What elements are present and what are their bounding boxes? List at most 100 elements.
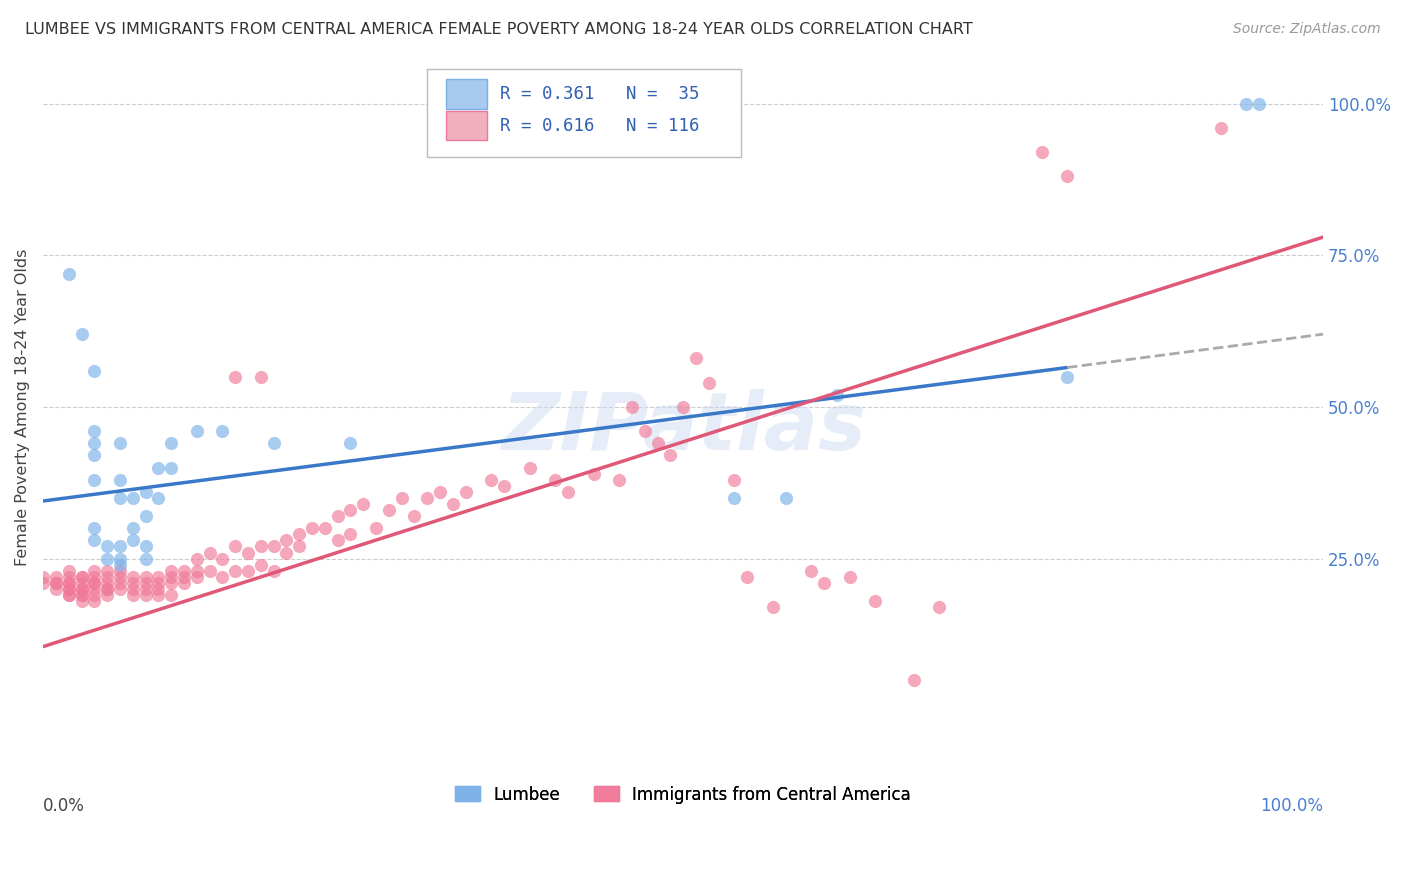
Point xyxy=(160,570,183,584)
Point xyxy=(391,491,413,505)
Point xyxy=(825,388,848,402)
Point xyxy=(83,570,105,584)
Point xyxy=(148,460,170,475)
Point xyxy=(326,509,349,524)
Point xyxy=(1234,96,1257,111)
Point xyxy=(58,575,80,590)
Point xyxy=(249,369,271,384)
FancyBboxPatch shape xyxy=(446,111,488,140)
Point xyxy=(70,582,93,596)
Point xyxy=(96,582,118,596)
Point xyxy=(544,473,567,487)
Point xyxy=(301,521,323,535)
Point xyxy=(108,551,131,566)
Point xyxy=(83,449,105,463)
Point xyxy=(83,363,105,377)
Point xyxy=(108,564,131,578)
Text: LUMBEE VS IMMIGRANTS FROM CENTRAL AMERICA FEMALE POVERTY AMONG 18-24 YEAR OLDS C: LUMBEE VS IMMIGRANTS FROM CENTRAL AMERIC… xyxy=(25,22,973,37)
Legend: Lumbee, Immigrants from Central America: Lumbee, Immigrants from Central America xyxy=(449,779,918,810)
Point xyxy=(121,491,143,505)
Point xyxy=(160,588,183,602)
Point xyxy=(224,540,246,554)
Point xyxy=(135,575,157,590)
Text: R = 0.616   N = 116: R = 0.616 N = 116 xyxy=(501,117,700,135)
Point xyxy=(173,564,195,578)
Point xyxy=(83,436,105,450)
Point xyxy=(288,527,311,541)
Point xyxy=(1056,369,1078,384)
Point xyxy=(276,545,298,559)
Point xyxy=(582,467,605,481)
Point xyxy=(148,588,170,602)
Point xyxy=(557,484,579,499)
Point xyxy=(121,582,143,596)
Point xyxy=(83,594,105,608)
Point xyxy=(186,551,208,566)
Point xyxy=(58,582,80,596)
Point xyxy=(928,600,950,615)
Point xyxy=(236,545,259,559)
Point xyxy=(58,575,80,590)
Point xyxy=(647,436,669,450)
Text: ZIPatlas: ZIPatlas xyxy=(501,389,866,467)
Point xyxy=(148,491,170,505)
Point xyxy=(1209,120,1232,135)
Point xyxy=(186,570,208,584)
Point xyxy=(800,564,823,578)
Text: 0.0%: 0.0% xyxy=(44,797,86,815)
Point xyxy=(838,570,860,584)
Point xyxy=(45,582,67,596)
Point xyxy=(1056,169,1078,184)
Point xyxy=(211,551,233,566)
Point xyxy=(863,594,886,608)
Point xyxy=(45,575,67,590)
Point xyxy=(135,509,157,524)
Point xyxy=(83,521,105,535)
Point xyxy=(108,570,131,584)
Point xyxy=(108,473,131,487)
Point xyxy=(186,564,208,578)
Point xyxy=(723,491,745,505)
FancyBboxPatch shape xyxy=(446,79,488,109)
Point xyxy=(58,564,80,578)
Point xyxy=(121,575,143,590)
Point xyxy=(160,564,183,578)
Point xyxy=(135,570,157,584)
Point xyxy=(58,570,80,584)
Point xyxy=(135,582,157,596)
Point xyxy=(224,564,246,578)
Point xyxy=(672,400,695,414)
Point xyxy=(121,533,143,548)
Point xyxy=(1249,96,1271,111)
Point xyxy=(224,369,246,384)
Point xyxy=(96,588,118,602)
Point xyxy=(108,436,131,450)
Point xyxy=(186,424,208,438)
Point xyxy=(108,540,131,554)
Point xyxy=(83,588,105,602)
Point xyxy=(70,570,93,584)
Point xyxy=(45,570,67,584)
Point xyxy=(416,491,439,505)
Point xyxy=(339,503,361,517)
Point xyxy=(735,570,758,584)
Point xyxy=(288,540,311,554)
Point xyxy=(263,564,285,578)
Point xyxy=(58,582,80,596)
Point xyxy=(70,582,93,596)
Point xyxy=(121,570,143,584)
Point xyxy=(454,484,477,499)
Point xyxy=(83,473,105,487)
Point xyxy=(96,540,118,554)
Point xyxy=(276,533,298,548)
Point xyxy=(198,545,221,559)
Point xyxy=(634,424,657,438)
Point xyxy=(96,570,118,584)
Point xyxy=(519,460,541,475)
Point xyxy=(108,575,131,590)
Text: 100.0%: 100.0% xyxy=(1260,797,1323,815)
Point xyxy=(148,575,170,590)
Point xyxy=(160,575,183,590)
Point xyxy=(160,436,183,450)
Point xyxy=(659,449,682,463)
